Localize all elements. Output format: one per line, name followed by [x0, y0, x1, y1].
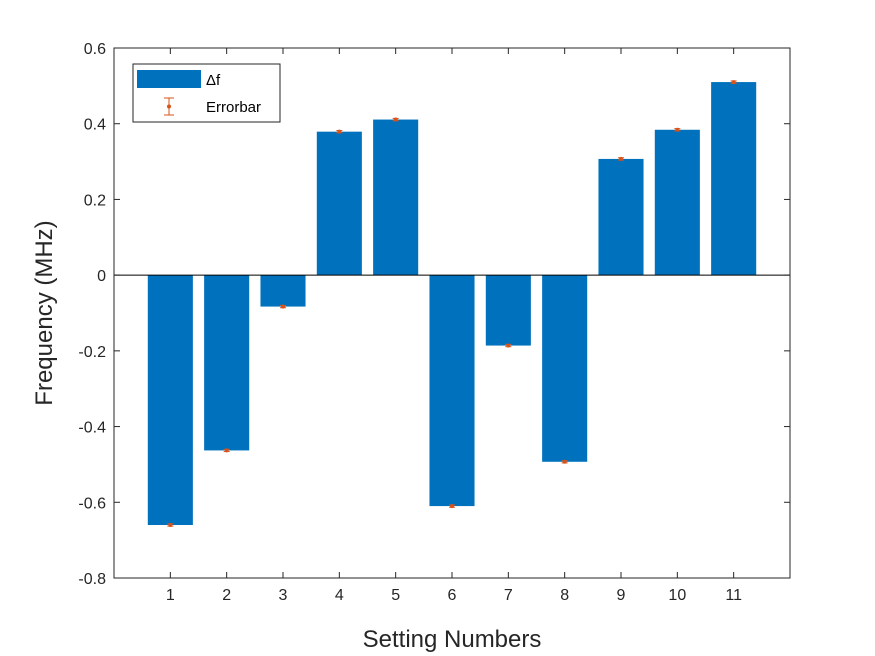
x-tick-label: 7 — [504, 587, 513, 604]
y-tick-label: -0.6 — [78, 495, 106, 512]
x-tick-label: 9 — [617, 587, 626, 604]
y-tick-label: 0.2 — [84, 192, 106, 209]
y-axis-ticks: -0.8 -0.6 -0.4 -0.2 0 0.2 0.4 0.6 — [78, 41, 790, 588]
legend-bar-swatch — [137, 70, 201, 88]
x-tick-label: 1 — [166, 587, 175, 604]
errorbars-group — [167, 80, 737, 527]
bar-3 — [260, 275, 306, 307]
bar-10 — [654, 129, 700, 276]
x-tick-label: 11 — [725, 587, 742, 604]
errorbar-4 — [336, 129, 343, 134]
bar-4 — [316, 131, 362, 276]
errorbar-3 — [280, 304, 286, 309]
bar-1 — [147, 275, 193, 525]
legend-entry-delta-f: Δf — [206, 72, 221, 89]
x-tick-label: 6 — [448, 587, 457, 604]
errorbar-7 — [505, 343, 512, 348]
bar-8 — [542, 275, 588, 462]
y-tick-label: -0.8 — [78, 571, 106, 588]
y-tick-label: 0.4 — [84, 117, 106, 134]
bar-11 — [711, 82, 757, 276]
bar-5 — [373, 119, 419, 276]
errorbar-5 — [392, 117, 399, 122]
y-axis-label: Frequency (MHz) — [31, 220, 58, 405]
x-tick-label: 5 — [391, 587, 400, 604]
bar-9 — [598, 158, 644, 276]
bar-2 — [204, 275, 250, 451]
x-tick-label: 10 — [668, 587, 686, 604]
x-axis-label: Setting Numbers — [363, 626, 542, 653]
errorbar-8 — [561, 459, 568, 464]
legend: Δf Errorbar — [132, 63, 281, 123]
x-tick-label: 2 — [222, 587, 231, 604]
legend-entry-errorbar: Errorbar — [206, 99, 261, 116]
y-tick-label: 0 — [97, 268, 106, 285]
bar-6 — [429, 275, 475, 507]
x-tick-label: 4 — [335, 587, 344, 604]
x-tick-label: 3 — [279, 587, 288, 604]
y-tick-label: 0.6 — [84, 41, 106, 58]
errorbar-1 — [167, 523, 174, 527]
errorbar-11 — [730, 80, 737, 85]
bars-group — [147, 82, 757, 525]
x-axis-ticks: 1 2 3 4 5 6 7 8 9 10 11 — [166, 48, 742, 604]
errorbar-6 — [449, 504, 455, 509]
errorbar-10 — [674, 127, 681, 132]
legend-errorbar-swatch — [164, 97, 174, 116]
y-tick-label: -0.4 — [78, 420, 106, 437]
errorbar-2 — [223, 448, 230, 453]
errorbar-9 — [618, 156, 624, 161]
y-tick-label: -0.2 — [78, 344, 106, 361]
bar-7 — [485, 275, 531, 346]
x-tick-label: 8 — [560, 587, 569, 604]
